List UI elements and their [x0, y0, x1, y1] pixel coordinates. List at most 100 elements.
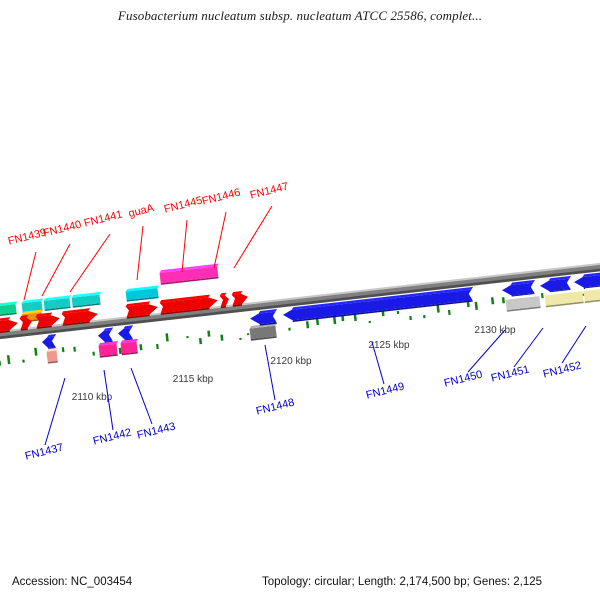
ruler-tick-label: 2125 kbp	[368, 340, 410, 351]
gene-feature[interactable]	[71, 291, 102, 308]
gene-feature[interactable]	[46, 347, 60, 364]
label-leader-line	[136, 225, 144, 281]
tick-mark	[22, 359, 25, 363]
gene-bottom-face	[126, 314, 150, 319]
gene-top-face	[35, 312, 53, 317]
gene-features	[0, 263, 600, 364]
window-title: Fusobacterium nucleatum subsp. nucleatum…	[117, 8, 483, 23]
gene-body	[159, 266, 219, 284]
label-leader-line	[233, 205, 273, 269]
gene-feature[interactable]	[61, 307, 98, 326]
gene-body	[46, 350, 58, 363]
gene-feature[interactable]	[0, 301, 19, 317]
tick-mark	[207, 330, 211, 337]
axis-body	[0, 264, 600, 337]
gene-feature[interactable]	[249, 323, 278, 341]
gene-feature[interactable]	[125, 285, 160, 302]
label-leader-line	[513, 327, 544, 368]
ruler-tick-label: 2115 kbp	[173, 374, 214, 385]
gene-bottom-face	[20, 328, 28, 331]
accession-label: Accession: NC_003454	[12, 576, 133, 588]
gene-name-label[interactable]: FN1437	[24, 442, 65, 463]
gene-body	[35, 315, 60, 328]
gene-top-face	[125, 301, 151, 307]
gene-top-face	[61, 308, 91, 314]
gene-feature[interactable]	[41, 333, 58, 350]
gene-feature[interactable]	[125, 301, 158, 319]
gene-feature[interactable]	[231, 290, 249, 307]
gene-body	[540, 278, 571, 292]
gene-bottom-face	[250, 336, 277, 341]
gene-top-face	[98, 340, 119, 346]
ruler-tick-label: 2120 kbp	[270, 356, 312, 367]
gene-name-label[interactable]: guaA	[127, 202, 155, 220]
label-leader-line	[467, 329, 506, 373]
gene-feature[interactable]	[19, 315, 33, 331]
gene-name-label[interactable]: FN1450	[443, 369, 484, 390]
gene-body	[505, 295, 541, 311]
gene-body	[573, 274, 600, 288]
axis-highlight	[0, 262, 600, 333]
gene-feature[interactable]	[97, 327, 115, 344]
gene-feature[interactable]	[43, 295, 72, 311]
gene-feature[interactable]	[159, 294, 218, 315]
gene-name-label[interactable]: FN1442	[92, 427, 133, 448]
gene-name-label[interactable]: FN1441	[83, 209, 124, 230]
gene-name-label[interactable]: FN1443	[136, 421, 177, 442]
gene-bottom-face	[584, 298, 600, 303]
tick-mark	[239, 337, 242, 340]
gene-name-label[interactable]: FN1447	[249, 181, 290, 202]
gene-body	[159, 297, 218, 314]
gene-feature[interactable]	[249, 309, 278, 327]
gene-top-face	[231, 290, 243, 295]
tick-mark	[305, 321, 310, 329]
gene-bottom-face	[232, 304, 243, 307]
gene-feature[interactable]	[282, 286, 474, 323]
gene-top-face	[0, 301, 18, 307]
tick-mark	[0, 360, 2, 366]
gene-feature[interactable]	[583, 285, 600, 303]
gene-feature[interactable]	[219, 292, 230, 309]
gene-bottom-face	[220, 305, 227, 309]
gene-name-label[interactable]: FN1446	[201, 187, 242, 208]
gene-feature[interactable]	[505, 293, 542, 312]
gene-feature[interactable]	[544, 288, 585, 308]
tick-mark	[396, 310, 400, 315]
gene-name-label[interactable]: FN1440	[42, 219, 83, 240]
gene-feature[interactable]	[0, 316, 19, 334]
gene-top-face	[103, 327, 114, 332]
gene-feature[interactable]	[117, 325, 135, 341]
tick-mark	[409, 315, 412, 321]
gene-feature[interactable]	[159, 263, 220, 285]
tick-mark	[165, 333, 169, 342]
gene-body	[98, 343, 118, 357]
gene-name-label[interactable]: FN1449	[365, 381, 406, 402]
gene-name-label[interactable]: FN1451	[490, 364, 531, 385]
gene-feature[interactable]	[120, 338, 140, 356]
gene-name-label[interactable]: FN1445	[163, 195, 204, 216]
gene-body	[0, 319, 18, 332]
gene-body	[98, 330, 113, 342]
ruler-tick-label: 2110 kbp	[72, 392, 113, 403]
gene-body	[231, 293, 248, 306]
label-leader-line	[23, 251, 37, 301]
gene-bottom-face	[545, 301, 584, 308]
gene-bottom-face	[160, 276, 219, 285]
gene-feature[interactable]	[35, 312, 60, 329]
gene-top-face	[544, 288, 585, 296]
axis-shadow	[0, 267, 600, 340]
gene-top-face	[0, 317, 11, 322]
gene-feature[interactable]	[98, 340, 120, 358]
tick-mark	[34, 347, 38, 356]
tick-mark	[61, 347, 65, 353]
gene-bottom-face	[62, 321, 90, 326]
gene-bottom-face	[99, 354, 118, 358]
tick-mark	[139, 344, 143, 351]
genome-axis[interactable]	[0, 262, 600, 340]
gene-body	[583, 288, 600, 302]
gene-bottom-face	[36, 325, 52, 329]
gene-body	[544, 291, 584, 306]
tick-mark	[540, 292, 544, 299]
